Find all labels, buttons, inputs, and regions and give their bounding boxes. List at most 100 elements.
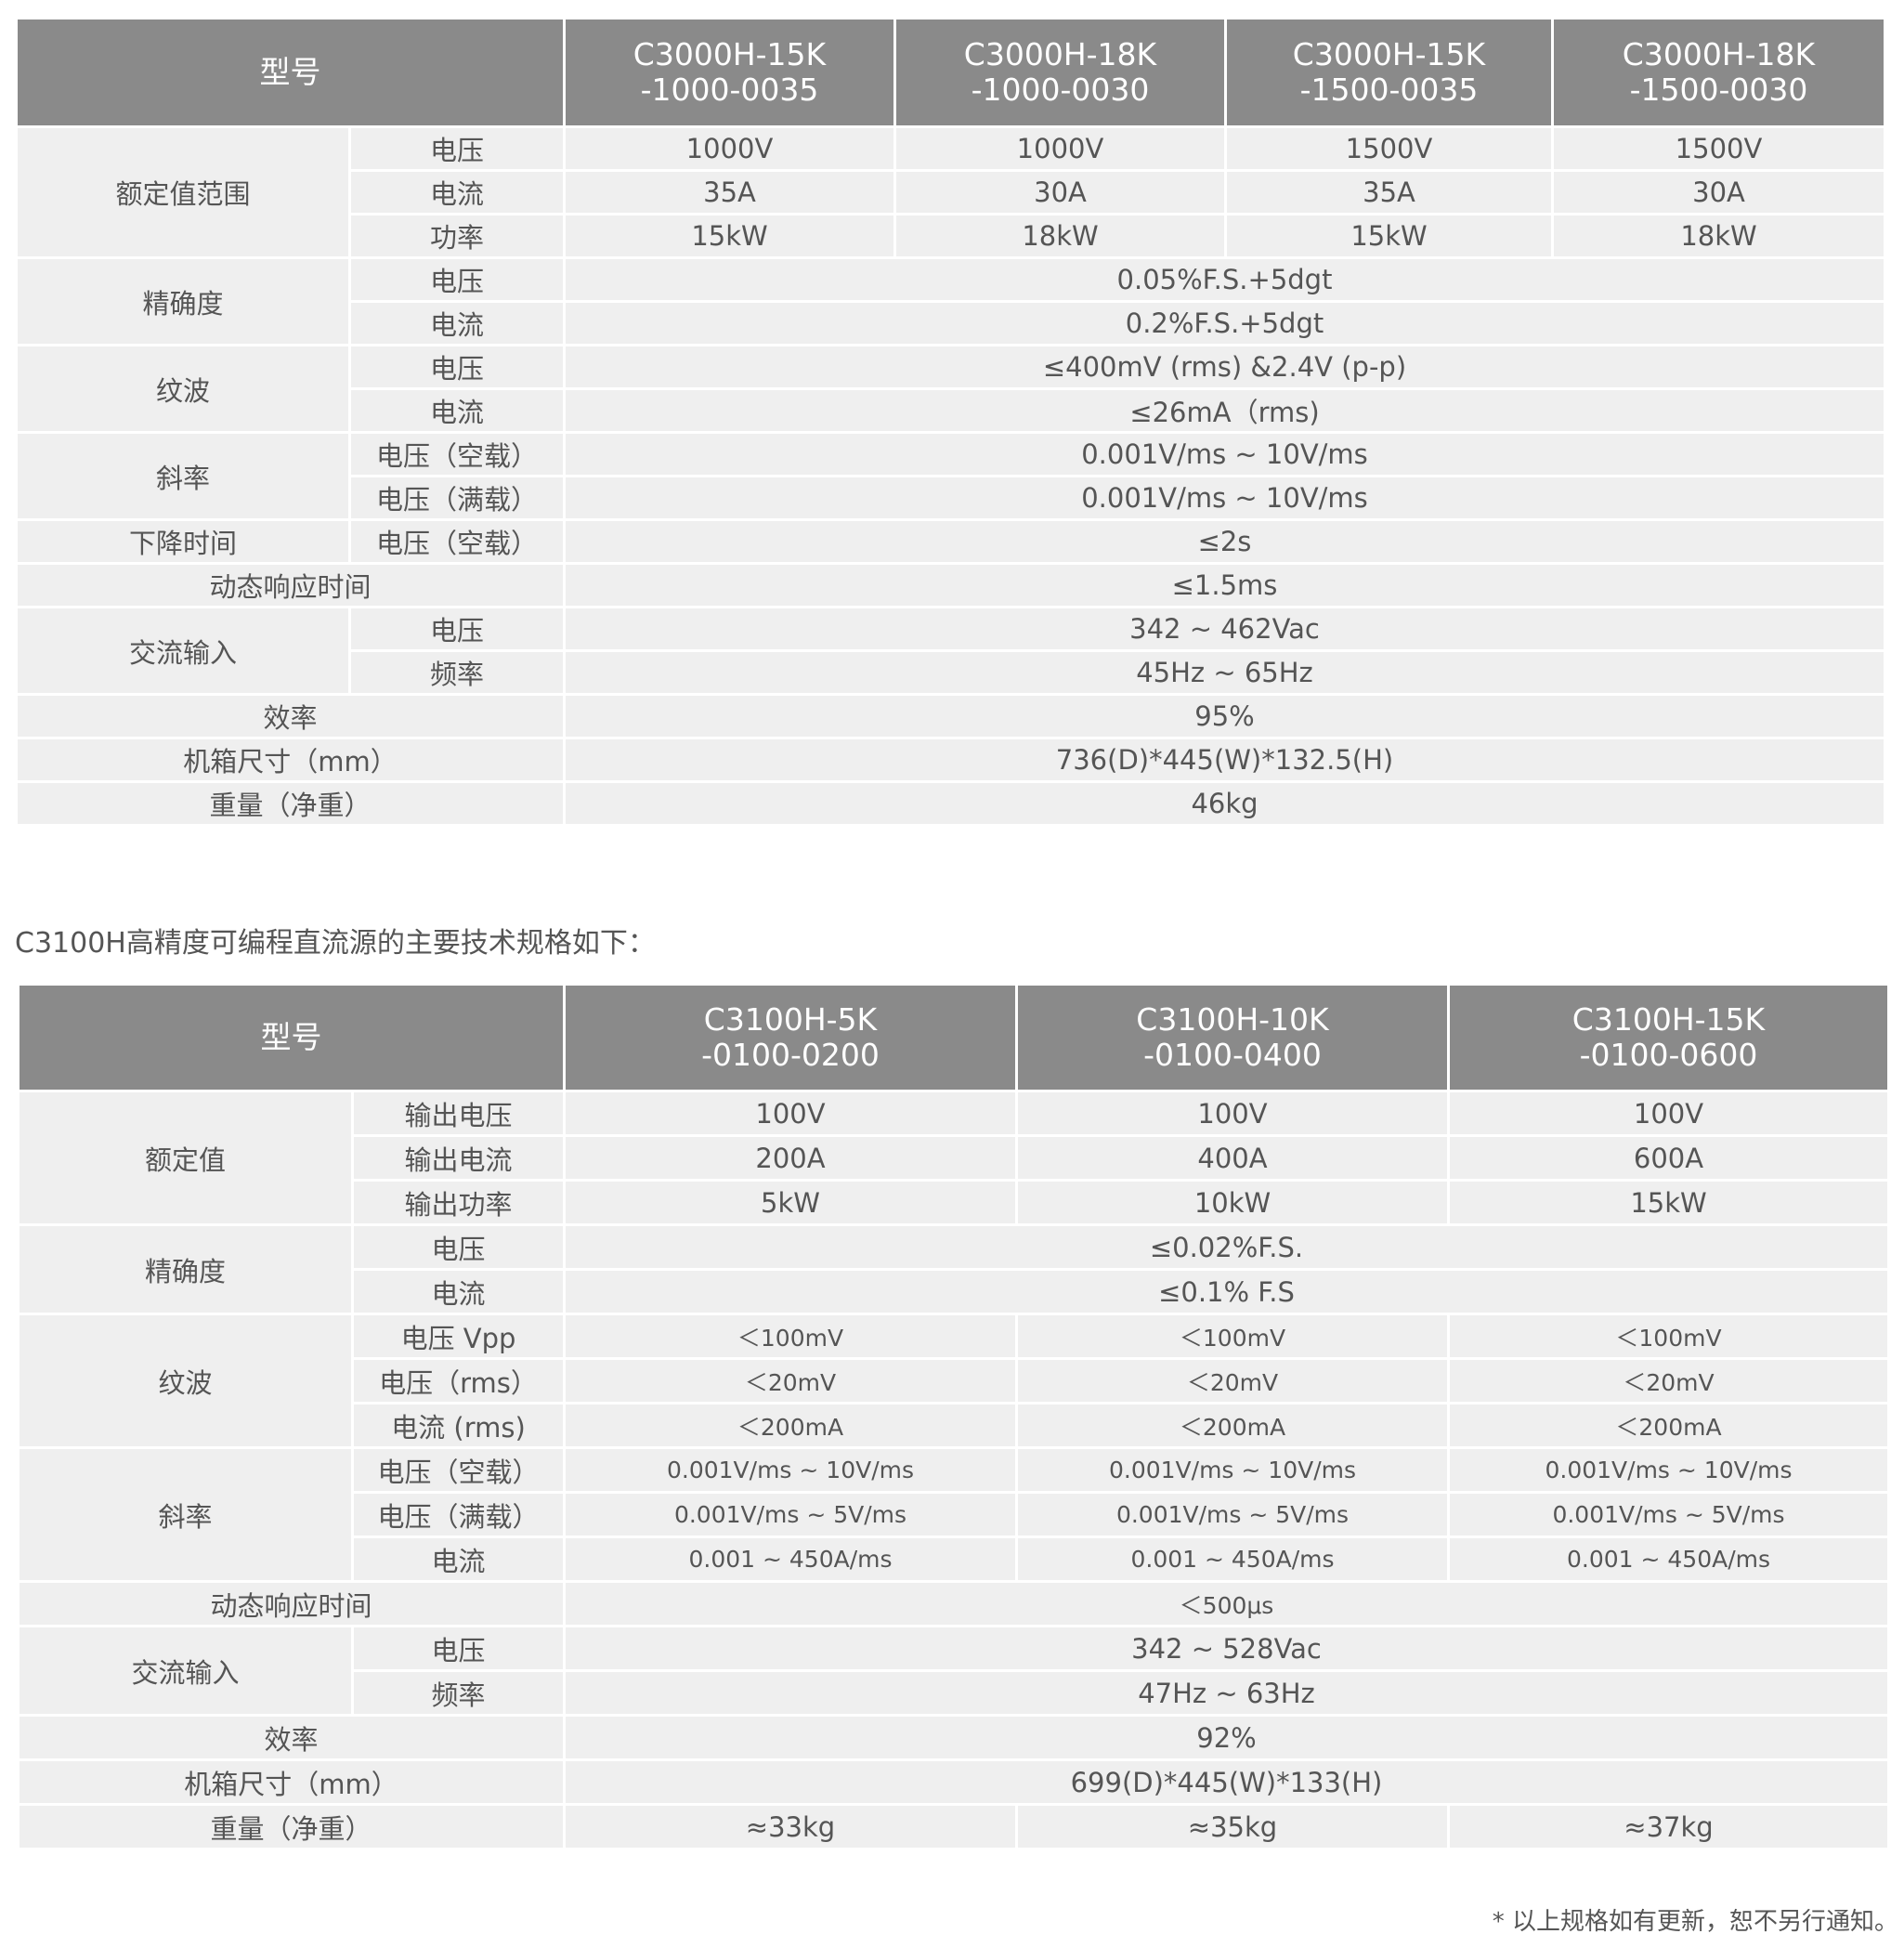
spec-value: 342 ~ 462Vac: [563, 606, 1886, 652]
spec-group-label: 交流输入: [17, 1625, 354, 1717]
spec-sub-label: 输出功率: [351, 1179, 566, 1226]
spec-group-label: 动态响应时间: [15, 562, 566, 608]
spec-group-label: 交流输入: [15, 606, 351, 696]
spec-value: 10kW: [1015, 1179, 1450, 1226]
spec-sub-label: 电流: [348, 387, 566, 434]
spec-group-label: 效率: [15, 693, 566, 739]
spec-sub-label: 电流: [348, 169, 566, 216]
spec-value: 600A: [1447, 1134, 1890, 1182]
spec-value: 1000V: [893, 125, 1227, 172]
spec-value: 699(D)*445(W)*133(H): [563, 1758, 1890, 1806]
spec-sub-label: 电压: [348, 344, 566, 390]
spec-value: 45Hz ~ 65Hz: [563, 649, 1886, 696]
spec-value: 35A: [1224, 169, 1554, 216]
spec-value: ＜200mA: [1015, 1402, 1450, 1449]
spec-row: 电流 ≤0.1% F.S: [19, 1268, 1890, 1315]
spec-value: 15kW: [1447, 1179, 1890, 1226]
spec-row: 电流 (rms) ＜200mA ＜200mA ＜200mA: [19, 1402, 1890, 1449]
spec-value: ≤1.5ms: [563, 562, 1886, 608]
spec-sub-label: 电压（满载）: [348, 475, 566, 521]
spec-row: 输出电流 200A 400A 600A: [19, 1134, 1890, 1182]
spec-sub-label: 输出电流: [351, 1134, 566, 1182]
spec-row: 电流 0.2%F.S.+5dgt: [17, 300, 1886, 346]
model-header: C3100H-5K -0100-0200: [563, 983, 1018, 1092]
spec-sub-label: 电流: [351, 1535, 566, 1583]
spec-sub-label: 功率: [348, 213, 566, 259]
spec-group-label: 机箱尺寸（mm）: [17, 1758, 566, 1806]
spec-row: 重量（净重） 46kg: [15, 780, 1886, 827]
c3100h-spec-table: 型号 C3100H-5K -0100-0200 C3100H-10K -0100-0…: [17, 983, 1890, 1850]
spec-value: 1500V: [1224, 125, 1554, 172]
spec-row: 电压（满载） 0.001V/ms ~ 10V/ms: [17, 475, 1886, 521]
spec-value: ≤400mV (rms) &2.4V (p-p): [563, 344, 1886, 390]
spec-value: ≤0.1% F.S: [563, 1268, 1890, 1315]
spec-value: ＜20mV: [1447, 1357, 1890, 1405]
spec-row: 斜率 电压（空载） 0.001V/ms ~ 10V/ms: [15, 431, 1886, 521]
spec-sub-label: 电流: [351, 1268, 566, 1315]
spec-row: 效率 95%: [15, 693, 1886, 739]
spec-value: 0.001V/ms ~ 5V/ms: [1015, 1491, 1450, 1538]
spec-row: 功率 15kW 18kW 15kW 18kW: [17, 213, 1886, 259]
spec-group-label: 重量（净重）: [15, 780, 566, 827]
model-header: C3100H-10K -0100-0400: [1015, 983, 1450, 1092]
spec-sub-label: 电压: [348, 256, 566, 303]
spec-row: 频率 45Hz ~ 65Hz: [17, 649, 1886, 696]
spec-group-label: 额定值: [17, 1090, 354, 1226]
model-header: C3000H-15K -1500-0035: [1224, 17, 1554, 128]
spec-group-label: 下降时间: [15, 518, 351, 565]
spec-row: 额定值范围 电压 1000V 1000V 1500V 1500V: [15, 125, 1886, 259]
spec-value: 100V: [1447, 1090, 1890, 1137]
spec-row: 输出功率 5kW 10kW 15kW: [19, 1179, 1890, 1226]
spec-row: 精确度 电压 ≤0.02%F.S.: [17, 1223, 1890, 1315]
spec-row: 动态响应时间 ≤1.5ms: [15, 562, 1886, 608]
spec-value: 0.05%F.S.+5dgt: [563, 256, 1886, 303]
c3100h-intro-text: C3100H高精度可编程直流源的主要技术规格如下：: [15, 927, 656, 960]
spec-value: 95%: [563, 693, 1886, 739]
spec-row: 交流输入 电压 342 ~ 528Vac: [17, 1625, 1890, 1717]
spec-value: ＜100mV: [563, 1313, 1018, 1360]
spec-value: 46kg: [563, 780, 1886, 827]
spec-row: 额定值 输出电压 100V 100V 100V: [17, 1090, 1890, 1226]
spec-row: 效率 92%: [17, 1714, 1890, 1761]
spec-group-label: 纹波: [17, 1313, 354, 1449]
spec-value: 1000V: [563, 125, 896, 172]
spec-sub-label: 电压（空载）: [348, 431, 566, 477]
spec-value: 736(D)*445(W)*132.5(H): [563, 737, 1886, 783]
spec-row: 机箱尺寸（mm） 699(D)*445(W)*133(H): [17, 1758, 1890, 1806]
spec-sub-label: 电压: [351, 1625, 566, 1672]
spec-row: 电流 0.001 ~ 450A/ms 0.001 ~ 450A/ms 0.001 ~ …: [19, 1535, 1890, 1583]
spec-value: 0.2%F.S.+5dgt: [563, 300, 1886, 346]
spec-row: 电压（rms） ＜20mV ＜20mV ＜20mV: [19, 1357, 1890, 1405]
spec-value: ＜200mA: [563, 1402, 1018, 1449]
spec-value: 0.001V/ms ~ 10V/ms: [563, 1446, 1018, 1494]
c3000h-spec-table: 型号 C3000H-15K -1000-0035 C3000H-18K -1000-…: [15, 17, 1886, 827]
spec-value: 15kW: [563, 213, 896, 259]
spec-value: 400A: [1015, 1134, 1450, 1182]
spec-value: 18kW: [893, 213, 1227, 259]
spec-value: ＜100mV: [1447, 1313, 1890, 1360]
spec-sub-label: 电流: [348, 300, 566, 346]
spec-value: ＜100mV: [1015, 1313, 1450, 1360]
spec-sub-label: 电压 Vpp: [351, 1313, 566, 1360]
spec-row: 电流 ≤26mA（rms): [17, 387, 1886, 434]
spec-row: 交流输入 电压 342 ~ 462Vac: [15, 606, 1886, 696]
spec-sub-label: 电流 (rms): [351, 1402, 566, 1449]
spec-value: ＜20mV: [563, 1357, 1018, 1405]
spec-value: 18kW: [1551, 213, 1886, 259]
spec-sub-label: 电压（满载）: [351, 1491, 566, 1538]
spec-value: 35A: [563, 169, 896, 216]
model-header: C3100H-15K -0100-0600: [1447, 983, 1890, 1092]
spec-value: 1500V: [1551, 125, 1886, 172]
spec-row: 电流 35A 30A 35A 30A: [17, 169, 1886, 216]
spec-sub-label: 电压（空载）: [351, 1446, 566, 1494]
spec-sub-label: 电压（rms）: [351, 1357, 566, 1405]
spec-value: 30A: [1551, 169, 1886, 216]
spec-value: 92%: [563, 1714, 1890, 1761]
spec-value: 0.001V/ms ~ 10V/ms: [1015, 1446, 1450, 1494]
spec-group-label: 斜率: [15, 431, 351, 521]
spec-sub-label: 电压: [348, 125, 566, 172]
spec-row: 纹波 电压 Vpp ＜100mV ＜100mV ＜100mV: [17, 1313, 1890, 1449]
spec-group-label: 额定值范围: [15, 125, 351, 259]
spec-value: ＜500μs: [563, 1580, 1890, 1627]
spec-row: 重量（净重） ≈33kg ≈35kg ≈37kg: [17, 1803, 1890, 1850]
